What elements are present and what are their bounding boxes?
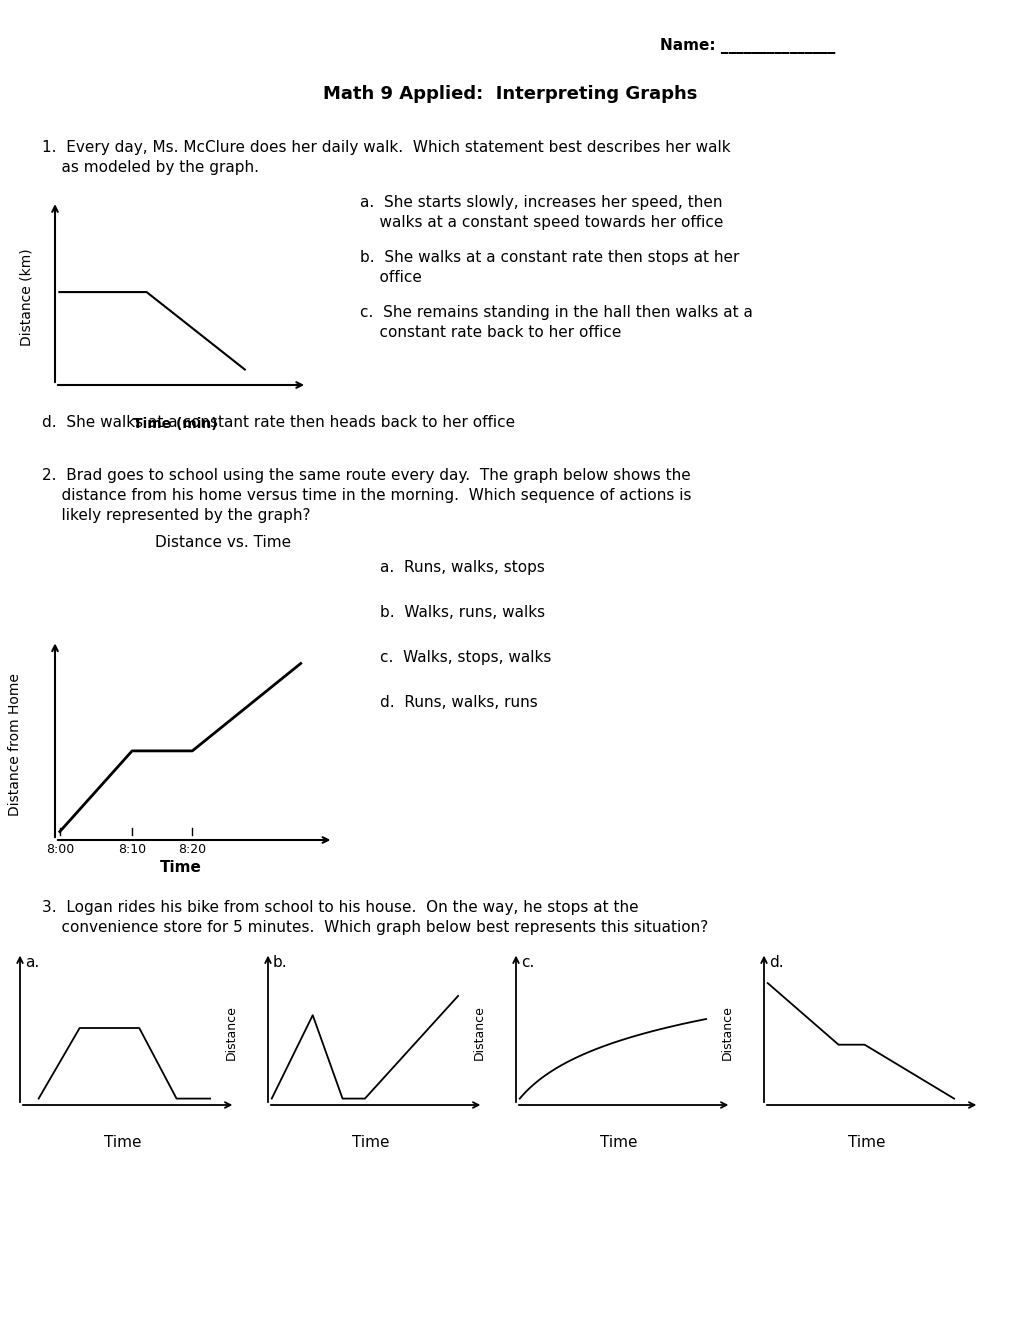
Text: distance from his home versus time in the morning.  Which sequence of actions is: distance from his home versus time in th… xyxy=(42,488,691,503)
Text: c.  Walks, stops, walks: c. Walks, stops, walks xyxy=(380,649,551,665)
Text: 3.  Logan rides his bike from school to his house.  On the way, he stops at the: 3. Logan rides his bike from school to h… xyxy=(42,900,638,915)
Text: as modeled by the graph.: as modeled by the graph. xyxy=(42,160,259,176)
Text: Name: _______________: Name: _______________ xyxy=(659,38,835,54)
Text: Time (min): Time (min) xyxy=(132,417,217,430)
Text: d.  Runs, walks, runs: d. Runs, walks, runs xyxy=(380,696,537,710)
Text: Math 9 Applied:  Interpreting Graphs: Math 9 Applied: Interpreting Graphs xyxy=(322,84,697,103)
Text: Distance: Distance xyxy=(719,1005,733,1060)
Text: constant rate back to her office: constant rate back to her office xyxy=(360,325,621,341)
Text: Distance vs. Time: Distance vs. Time xyxy=(155,535,290,550)
Text: office: office xyxy=(360,271,422,285)
Text: c.  She remains standing in the hall then walks at a: c. She remains standing in the hall then… xyxy=(360,305,752,319)
Text: Time: Time xyxy=(352,1135,389,1150)
Text: Time: Time xyxy=(599,1135,637,1150)
Text: 2.  Brad goes to school using the same route every day.  The graph below shows t: 2. Brad goes to school using the same ro… xyxy=(42,469,690,483)
Text: Time: Time xyxy=(847,1135,884,1150)
Text: a.  Runs, walks, stops: a. Runs, walks, stops xyxy=(380,560,544,576)
Text: Time: Time xyxy=(160,861,202,875)
Text: walks at a constant speed towards her office: walks at a constant speed towards her of… xyxy=(360,215,722,230)
Text: Distance from Home: Distance from Home xyxy=(8,673,22,817)
Text: d.: d. xyxy=(768,954,783,970)
Text: likely represented by the graph?: likely represented by the graph? xyxy=(42,508,310,523)
Text: 1.  Every day, Ms. McClure does her daily walk.  Which statement best describes : 1. Every day, Ms. McClure does her daily… xyxy=(42,140,730,154)
Text: b.  She walks at a constant rate then stops at her: b. She walks at a constant rate then sto… xyxy=(360,249,739,265)
Text: a.: a. xyxy=(25,954,39,970)
Text: d.  She walks at a constant rate then heads back to her office: d. She walks at a constant rate then hea… xyxy=(42,414,515,430)
Text: 8:20: 8:20 xyxy=(178,843,206,857)
Text: 8:00: 8:00 xyxy=(46,843,73,857)
Text: c.: c. xyxy=(521,954,534,970)
Text: convenience store for 5 minutes.  Which graph below best represents this situati: convenience store for 5 minutes. Which g… xyxy=(42,920,707,935)
Text: 8:10: 8:10 xyxy=(118,843,146,857)
Text: Distance: Distance xyxy=(472,1005,485,1060)
Text: Distance (km): Distance (km) xyxy=(19,248,34,346)
Text: Distance: Distance xyxy=(224,1005,237,1060)
Text: b.  Walks, runs, walks: b. Walks, runs, walks xyxy=(380,605,544,620)
Text: a.  She starts slowly, increases her speed, then: a. She starts slowly, increases her spee… xyxy=(360,195,721,210)
Text: b.: b. xyxy=(273,954,287,970)
Text: Time: Time xyxy=(104,1135,141,1150)
